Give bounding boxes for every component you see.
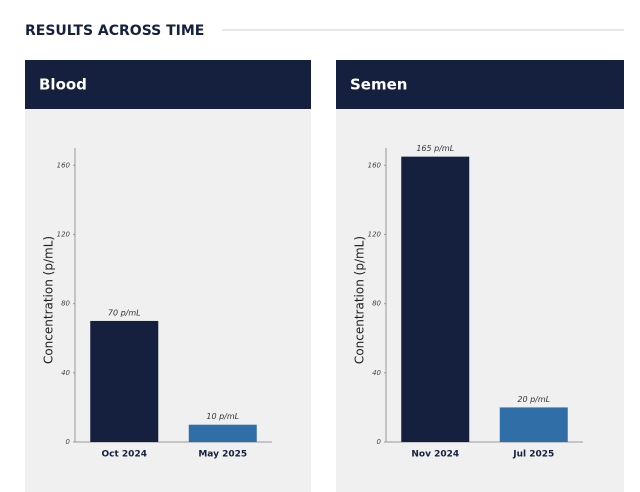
panel-header xyxy=(25,60,311,109)
x-tick-label: Oct 2024 xyxy=(102,450,147,460)
panel-bg xyxy=(336,60,624,492)
panel: Semen xyxy=(336,60,624,492)
panel: Blood xyxy=(25,60,311,492)
bar xyxy=(401,156,470,442)
value-label: 70 p/mL xyxy=(108,308,141,317)
y-tick-label: 40 xyxy=(372,369,381,377)
bar xyxy=(499,407,568,442)
y-tick-label: 160 xyxy=(368,161,382,169)
y-axis-label: Concentration (p/mL) xyxy=(353,236,367,364)
value-label: 20 p/mL xyxy=(517,395,550,404)
x-tick-label: May 2025 xyxy=(198,450,247,460)
panel-bg xyxy=(25,60,311,492)
value-label: 165 p/mL xyxy=(416,144,454,153)
y-tick-label: 40 xyxy=(61,369,70,377)
y-tick-label: 80 xyxy=(61,300,70,308)
x-tick-label: Nov 2024 xyxy=(411,450,459,460)
y-tick-label: 80 xyxy=(372,300,381,308)
y-axis-label: Concentration (p/mL) xyxy=(42,236,56,364)
panel-header xyxy=(336,60,624,109)
y-tick-label: 120 xyxy=(57,230,71,238)
bar xyxy=(90,320,159,442)
x-tick-label: Jul 2025 xyxy=(512,450,554,460)
y-tick-label: 120 xyxy=(368,230,382,238)
panel-title: Semen xyxy=(350,76,407,94)
panel-title: Blood xyxy=(39,76,87,94)
y-tick-label: 160 xyxy=(57,161,71,169)
y-tick-label: 0 xyxy=(377,438,382,446)
page-title: RESULTS ACROSS TIME xyxy=(25,23,204,39)
value-label: 10 p/mL xyxy=(206,412,239,421)
bar xyxy=(188,424,257,442)
y-tick-label: 0 xyxy=(66,438,71,446)
